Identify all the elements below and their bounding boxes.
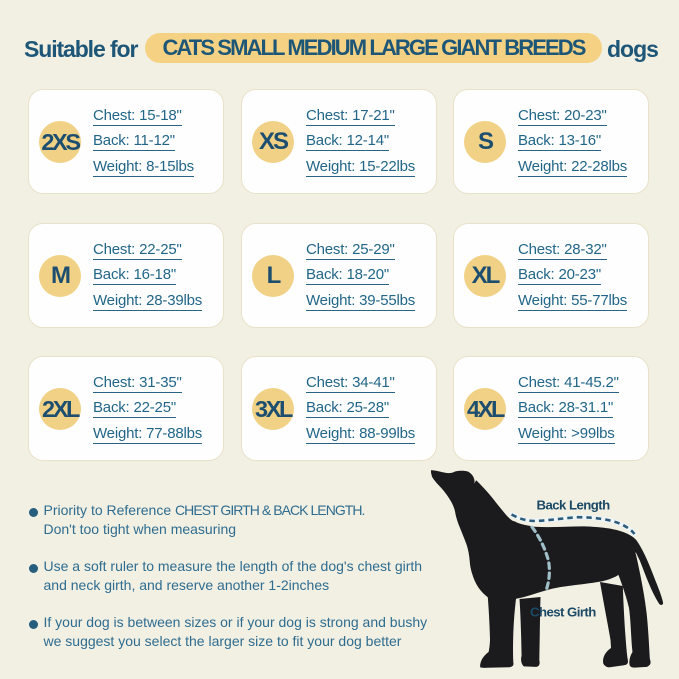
svg-text:Back Length: Back Length xyxy=(537,498,611,513)
svg-text:Chest Girth: Chest Girth xyxy=(530,605,596,620)
